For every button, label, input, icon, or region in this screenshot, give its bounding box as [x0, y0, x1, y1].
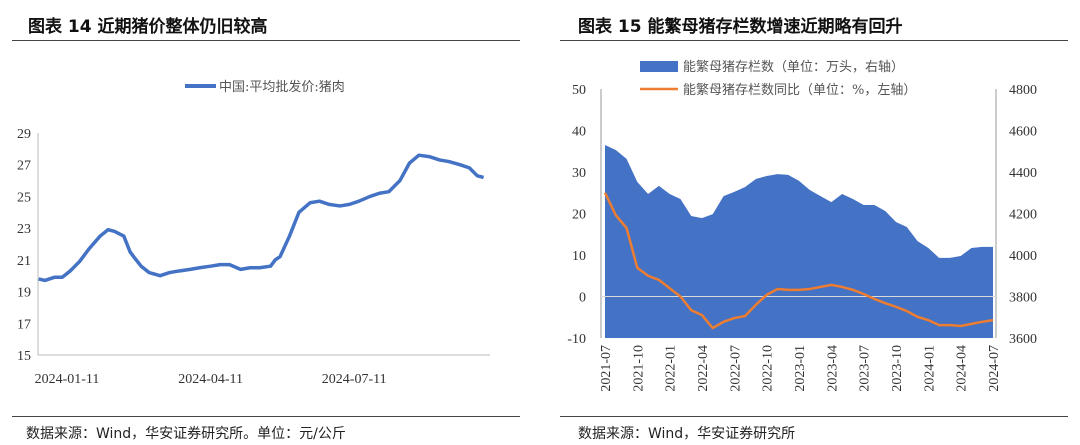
sow-inventory-area	[605, 145, 993, 338]
left-axis-tick-label: 40	[572, 125, 586, 140]
right-source-note: 数据来源：Wind，华安证券研究所	[578, 426, 796, 442]
left-y-tick-label: 21	[17, 254, 31, 269]
x-tick-label: 2022-10	[761, 345, 776, 392]
x-tick-label: 2022-01	[664, 345, 679, 392]
line-legend-label: 能繁母猪存栏数同比（单位：%，左轴）	[683, 82, 916, 98]
left-y-tick-label: 15	[17, 349, 31, 364]
left-axis-tick-label: 20	[572, 208, 586, 223]
right-axis-tick-label: 4800	[1009, 83, 1037, 98]
left-footer-rule	[12, 416, 520, 417]
left-axis-tick-label: 50	[572, 83, 586, 98]
pork-price-line	[38, 153, 485, 283]
left-y-tick-label: 29	[17, 127, 31, 142]
left-y-tick-label: 25	[17, 190, 31, 205]
x-tick-label: 2024-04	[955, 345, 970, 392]
x-tick-label: 2023-07	[858, 345, 873, 392]
x-tick-label: 2024-01	[922, 345, 937, 392]
left-axis-tick-label: 10	[572, 249, 586, 264]
right-axis-tick-label: 4000	[1009, 249, 1037, 264]
x-tick-label: 2023-10	[890, 345, 905, 392]
left-chart-title: 图表 14 近期猪价整体仍旧较高	[28, 17, 268, 37]
left-title-rule	[12, 40, 520, 41]
sow-yoy-line	[603, 192, 994, 330]
left-y-tick-label: 17	[17, 317, 31, 332]
x-tick-label: 2024-07	[987, 345, 1002, 392]
x-tick-label: 2021-10	[631, 345, 646, 392]
left-axis-tick-label: 30	[572, 166, 586, 181]
area-legend-label: 能繁母猪存栏数（单位：万头，右轴）	[683, 59, 904, 75]
left-axis-tick-label: -10	[567, 332, 586, 347]
x-tick-label: 2023-01	[793, 345, 808, 392]
x-tick-label: 2022-04	[696, 345, 711, 392]
x-tick-label: 2021-07	[599, 345, 614, 392]
left-y-tick-label: 23	[17, 222, 31, 237]
x-tick-label: 2023-04	[825, 345, 840, 392]
right-axis-tick-label: 3800	[1009, 291, 1037, 306]
left-source-note: 数据来源：Wind，华安证券研究所。单位：元/公斤	[26, 426, 346, 442]
left-axis-tick-label: 0	[579, 291, 586, 306]
right-chart-title: 图表 15 能繁母猪存栏数增速近期略有回升	[578, 17, 903, 37]
left-x-tick-label: 2024-01-11	[35, 372, 100, 387]
left-x-tick-label: 2024-04-11	[178, 372, 243, 387]
area-legend-swatch	[640, 61, 678, 72]
right-title-rule	[560, 40, 1068, 41]
left-y-tick-label: 27	[17, 159, 31, 174]
right-axis-tick-label: 3600	[1009, 332, 1037, 347]
right-footer-rule	[560, 416, 1068, 417]
left-y-tick-label: 19	[17, 286, 31, 301]
right-axis-tick-label: 4600	[1009, 125, 1037, 140]
right-axis-tick-label: 4400	[1009, 166, 1037, 181]
left-legend-label: 中国:平均批发价:猪肉	[219, 79, 345, 95]
left-x-tick-label: 2024-07-11	[322, 372, 387, 387]
right-axis-tick-label: 4200	[1009, 208, 1037, 223]
x-tick-label: 2022-07	[728, 345, 743, 392]
